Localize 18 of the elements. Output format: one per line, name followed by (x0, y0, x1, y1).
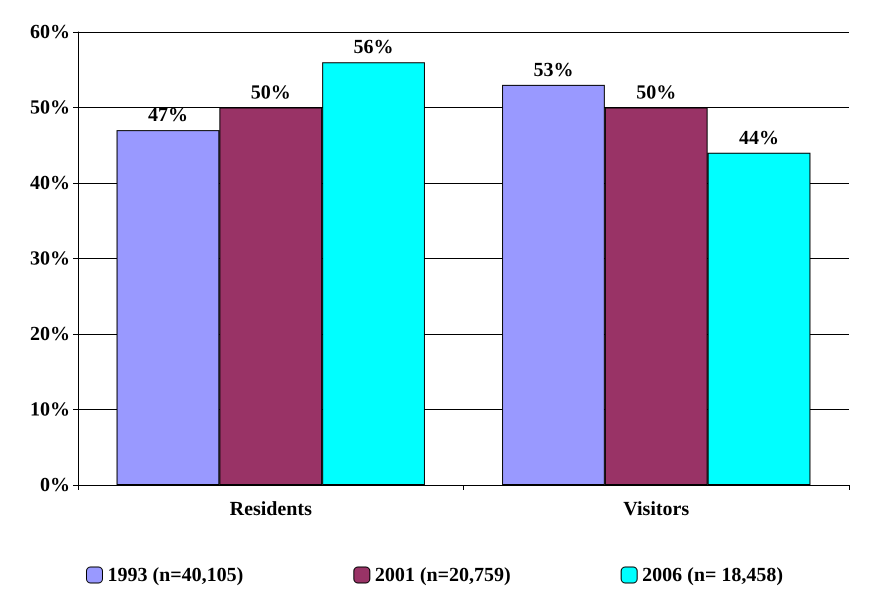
y-tick-label: 50% (30, 96, 70, 118)
y-tick-label: 30% (30, 248, 70, 270)
data-label: 44% (739, 126, 780, 149)
legend-label: 2006 (n= 18,458) (642, 564, 784, 586)
y-tick-label: 10% (30, 398, 70, 420)
legend-label: 1993 (n=40,105) (107, 564, 244, 586)
x-tick-label: Visitors (623, 498, 690, 520)
y-tick-label: 0% (40, 474, 70, 496)
data-label: 53% (533, 58, 574, 81)
data-label: 50% (250, 82, 291, 104)
x-tick-label: Residents (230, 498, 312, 520)
legend-label: 2001 (n=20,759) (374, 564, 511, 586)
data-label: 50% (636, 82, 676, 104)
y-tick-label: 60% (30, 21, 70, 43)
data-label: 56% (354, 36, 394, 58)
data-label: 47% (148, 104, 188, 126)
y-tick-label: 20% (30, 323, 70, 345)
y-tick-label: 40% (30, 172, 70, 194)
